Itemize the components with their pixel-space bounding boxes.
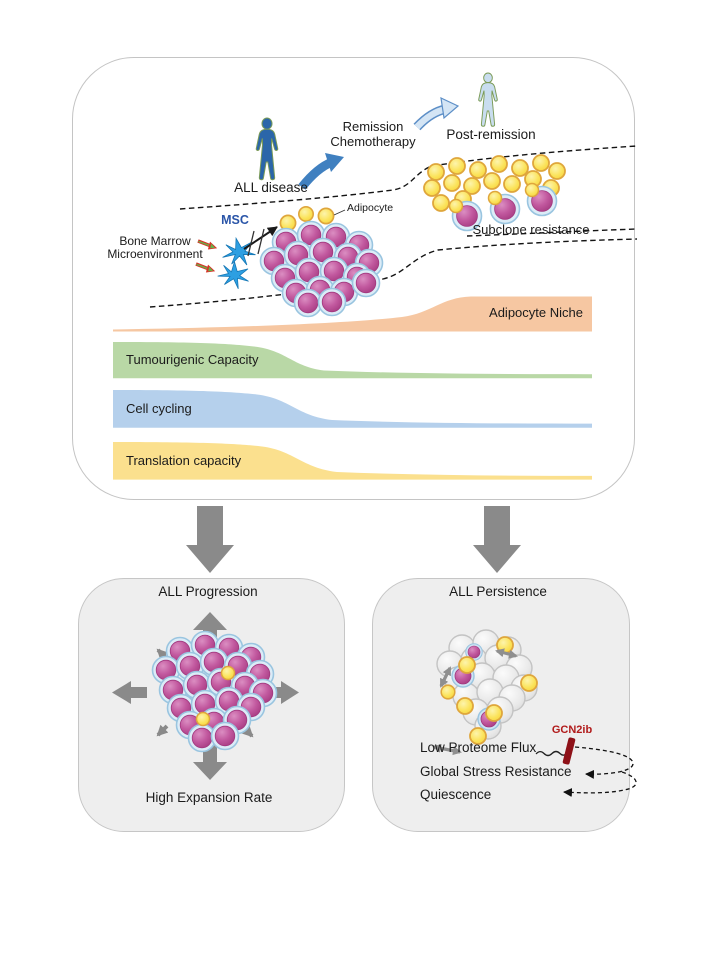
expansion-arrows xyxy=(112,612,299,780)
msc-label: MSC xyxy=(221,213,249,227)
remission-chemotherapy-label: Remission Chemotherapy xyxy=(330,119,416,149)
adipocyte-pointer-line xyxy=(333,209,346,216)
adipocyte-label: Adipocyte xyxy=(347,202,394,214)
cell-cycling-band xyxy=(113,390,592,428)
remission-to-postremission-arrow xyxy=(413,96,460,131)
inhibitor-block-bar xyxy=(562,737,576,765)
band-label-adipocyte-niche: Adipocyte Niche xyxy=(489,305,583,320)
high-expansion-label: High Expansion Rate xyxy=(145,790,273,805)
trend-bands xyxy=(113,296,592,480)
leukemia-cell-cluster xyxy=(259,220,384,318)
msc-signal-arrow xyxy=(193,261,218,276)
arrow-to-persistence xyxy=(473,506,521,573)
low-proteome-flux-label: Low Proteome Flux xyxy=(420,740,537,755)
marrow-boundary-dashes xyxy=(149,145,638,308)
translation-band xyxy=(113,442,592,480)
slow-motion-arrows xyxy=(432,648,518,756)
progression-title: ALL Progression xyxy=(158,584,258,599)
global-stress-resistance-label: Global Stress Resistance xyxy=(420,764,572,779)
arrow-to-progression xyxy=(186,506,234,573)
gcn2-inhibition xyxy=(535,737,637,797)
all-disease-person xyxy=(255,117,279,181)
feedback-arrow-quiescence xyxy=(563,771,637,797)
band-label-tumourigenic: Tumourigenic Capacity xyxy=(126,352,259,367)
bone-marrow-label: Bone Marrow Microenvironment xyxy=(107,234,203,262)
band-label-cell-cycling: Cell cycling xyxy=(126,401,192,416)
quiescence-label: Quiescence xyxy=(420,787,492,802)
all-disease-label: ALL disease xyxy=(234,180,308,195)
tumourigenic-band xyxy=(113,342,592,379)
proteome-flux-squiggle xyxy=(535,750,567,757)
post-remission-label: Post-remission xyxy=(446,127,536,142)
disease-to-remission-arrow xyxy=(298,153,344,190)
persistence-title: ALL Persistence xyxy=(449,584,547,599)
gcn2ib-label: GCN2ib xyxy=(551,724,593,736)
adipocyte-cells xyxy=(279,205,346,232)
post-remission-person xyxy=(478,72,498,127)
progression-cell-cluster xyxy=(151,630,278,753)
persistence-cell-cluster xyxy=(432,629,538,756)
feedback-arrow-stress xyxy=(574,746,634,779)
msc-cell xyxy=(216,259,251,291)
adipocyte-niche-band xyxy=(113,296,592,332)
blocked-differentiation-arrow xyxy=(243,226,278,257)
subclone-resistance-label: Subclone resistance xyxy=(472,222,590,237)
band-label-translation: Translation capacity xyxy=(126,453,242,468)
